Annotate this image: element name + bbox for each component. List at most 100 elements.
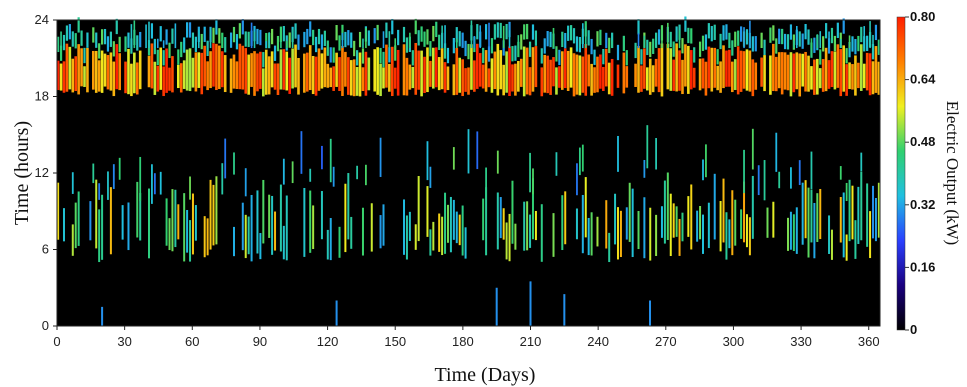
evening-streak <box>719 61 722 93</box>
morning-streak <box>250 194 253 262</box>
evening-streak-tip <box>297 34 300 50</box>
midday-streak <box>485 167 487 200</box>
evening-streak <box>103 53 107 87</box>
evening-streak <box>361 67 365 91</box>
colorbar-tick-label: 0 <box>910 322 917 337</box>
evening-streak-tip <box>62 34 66 51</box>
evening-streak <box>440 48 444 90</box>
evening-streak-tip <box>241 19 244 35</box>
morning-streak <box>848 179 851 242</box>
evening-streak <box>654 58 658 87</box>
evening-streak <box>223 55 227 93</box>
morning-streak <box>631 188 634 258</box>
night-streak <box>678 30 681 49</box>
evening-streak <box>305 52 309 92</box>
evening-streak-tip <box>622 35 625 52</box>
morning-streak <box>816 193 819 242</box>
morning-streak <box>857 186 860 244</box>
morning-streak <box>628 182 631 242</box>
evening-streak-tip <box>482 47 485 64</box>
evening-streak-tip <box>652 38 655 54</box>
morning-streak <box>608 232 611 263</box>
morning-streak <box>326 229 329 260</box>
evening-streak <box>751 59 755 97</box>
night-streak <box>174 23 177 49</box>
evening-streak-tip <box>546 31 549 47</box>
evening-streak <box>713 47 717 88</box>
morning-streak <box>534 210 537 241</box>
evening-streak-tip <box>669 31 672 48</box>
morning-streak <box>121 205 124 240</box>
evening-streak-tip <box>654 32 658 48</box>
evening-streak <box>651 65 655 93</box>
evening-streak-tip <box>593 49 596 65</box>
evening-streak <box>455 47 459 95</box>
evening-streak <box>162 66 165 97</box>
morning-streak <box>804 180 807 239</box>
evening-streak <box>798 53 802 97</box>
evening-streak <box>382 67 385 89</box>
evening-streak <box>780 52 784 95</box>
evening-streak-tip <box>218 28 221 44</box>
morning-streak <box>303 187 306 257</box>
morning-streak <box>713 173 716 240</box>
x-axis: 0 30 60 90 120 150 180 210 240 270 300 330 360 <box>53 326 880 349</box>
evening-streak-tip <box>704 34 708 50</box>
evening-streak-tip <box>139 31 142 48</box>
morning-streak <box>854 220 857 259</box>
midday-streak <box>153 173 156 195</box>
morning-streak <box>338 226 341 258</box>
morning-streak <box>215 176 218 245</box>
evening-streak-tip <box>640 49 643 65</box>
evening-streak-tip <box>206 40 209 56</box>
evening-streak-tip <box>634 42 637 59</box>
night-streak <box>839 39 842 49</box>
colorbar-label: Electric Output (kW) <box>943 101 962 245</box>
y-tick-label: 0 <box>42 318 49 333</box>
evening-streak-tip <box>564 32 567 49</box>
night-streak <box>473 36 476 49</box>
evening-streak <box>484 50 488 92</box>
night-streak <box>394 38 397 49</box>
morning-streak <box>740 209 743 239</box>
night-streak <box>145 24 147 49</box>
evening-streak-tip <box>338 35 341 51</box>
morning-streak <box>350 216 353 249</box>
evening-streak-tip <box>657 29 661 45</box>
evening-streak-tip <box>461 32 464 48</box>
evening-streak-tip <box>455 27 458 43</box>
evening-streak <box>581 56 585 93</box>
night-streak <box>816 34 819 49</box>
evening-streak <box>197 52 201 88</box>
evening-streak <box>596 56 599 93</box>
evening-streak-tip <box>719 33 722 50</box>
evening-streak <box>739 50 743 92</box>
evening-streak-tip <box>555 46 558 62</box>
midday-streak <box>476 131 479 170</box>
morning-streak <box>482 198 485 241</box>
evening-streak <box>558 66 561 88</box>
evening-streak-tip <box>376 24 379 41</box>
morning-streak <box>309 190 312 253</box>
evening-streak <box>848 62 851 90</box>
evening-streak <box>352 59 356 97</box>
evening-streak <box>590 63 593 96</box>
evening-streak-tip <box>707 23 710 39</box>
evening-streak-tip <box>194 36 197 53</box>
evening-streak-tip <box>273 45 277 61</box>
evening-streak-tip <box>561 31 564 48</box>
morning-streak <box>508 213 511 262</box>
evening-streak <box>62 61 66 93</box>
evening-streak-tip <box>801 33 804 49</box>
night-streak <box>611 40 613 49</box>
evening-streak <box>836 44 840 88</box>
evening-streak-tip <box>874 24 878 41</box>
evening-streak-tip <box>713 24 716 40</box>
y-axis: 0 6 12 18 24 <box>35 12 57 333</box>
evening-streak-tip <box>605 32 608 49</box>
evening-streak-tip <box>127 32 130 48</box>
evening-streak <box>566 50 570 91</box>
evening-streak <box>522 46 526 97</box>
morning-streak <box>171 189 174 252</box>
